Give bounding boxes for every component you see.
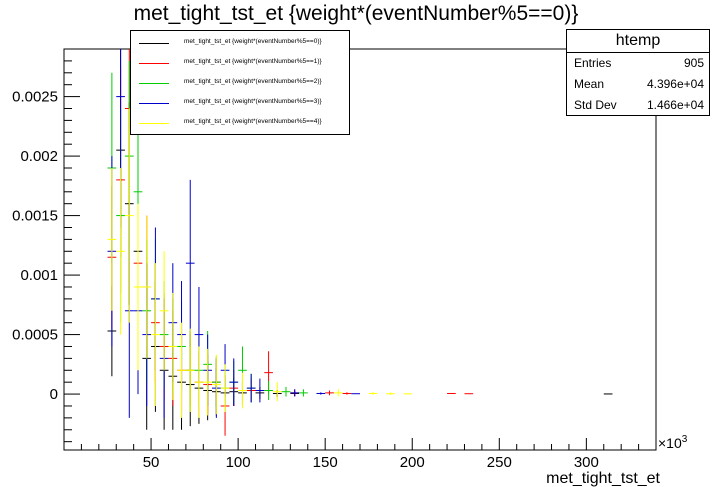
data-point bbox=[325, 390, 334, 396]
x-tick-label: 250 bbox=[487, 454, 512, 471]
y-tick-label: 0.0015 bbox=[12, 208, 58, 225]
x-tick-label: 300 bbox=[574, 454, 599, 471]
data-point bbox=[229, 358, 239, 406]
x-tick-label: 150 bbox=[313, 454, 338, 471]
data-point bbox=[194, 346, 204, 418]
legend-swatch bbox=[139, 123, 169, 124]
stats-row: Entries 905 bbox=[567, 53, 709, 74]
y-tick-label: 0.002 bbox=[20, 148, 58, 165]
data-point bbox=[290, 389, 300, 397]
data-point bbox=[133, 203, 143, 371]
data-point bbox=[333, 389, 343, 397]
stats-value: 905 bbox=[683, 56, 704, 70]
x-exponent-label: ×103 bbox=[658, 434, 688, 451]
data-point bbox=[220, 364, 230, 412]
legend-swatch bbox=[139, 103, 169, 104]
legend-swatch bbox=[139, 83, 169, 84]
data-point bbox=[142, 215, 152, 359]
stats-label: Entries bbox=[574, 56, 612, 70]
data-point bbox=[185, 179, 195, 347]
y-tick-label: 0.0025 bbox=[12, 89, 58, 106]
stats-row: Std Dev 1.466e+04 bbox=[567, 95, 709, 116]
legend-label: met_tight_tst_et {weight*(eventNumber%5=… bbox=[184, 58, 322, 65]
y-tick-label: 0.0005 bbox=[12, 327, 58, 344]
legend-entry: met_tight_tst_et {weight*(eventNumber%5=… bbox=[131, 95, 349, 113]
x-exponent-power: 3 bbox=[682, 434, 688, 445]
stats-row: Mean 4.396e+04 bbox=[567, 74, 709, 95]
legend-entry: met_tight_tst_et {weight*(eventNumber%5=… bbox=[131, 35, 349, 53]
data-point bbox=[185, 328, 195, 412]
data-point bbox=[203, 348, 212, 416]
legend-label: met_tight_tst_et {weight*(eventNumber%5=… bbox=[184, 118, 322, 125]
x-tick-label: 50 bbox=[143, 454, 160, 471]
data-point bbox=[342, 392, 352, 395]
data-point bbox=[238, 372, 247, 409]
legend-label: met_tight_tst_et {weight*(eventNumber%5=… bbox=[184, 78, 322, 85]
data-point bbox=[368, 392, 378, 395]
legend-entry: met_tight_tst_et {weight*(eventNumber%5=… bbox=[131, 55, 349, 73]
legend-label: met_tight_tst_et {weight*(eventNumber%5=… bbox=[184, 38, 322, 45]
data-point bbox=[151, 263, 160, 406]
data-point bbox=[281, 386, 291, 397]
legend-entry: met_tight_tst_et {weight*(eventNumber%5=… bbox=[131, 115, 349, 133]
data-point bbox=[272, 382, 282, 402]
legend-swatch bbox=[139, 43, 169, 44]
data-point bbox=[116, 167, 125, 335]
stats-value: 4.396e+04 bbox=[646, 77, 704, 91]
stats-title: htemp bbox=[567, 30, 709, 53]
y-tick-label: 0 bbox=[50, 386, 58, 403]
stats-label: Std Dev bbox=[574, 98, 617, 112]
data-point bbox=[264, 380, 273, 401]
data-point bbox=[212, 354, 221, 415]
data-point bbox=[386, 392, 395, 395]
data-point bbox=[246, 373, 256, 403]
stats-box: htemp Entries 905 Mean 4.396e+04 Std Dev… bbox=[566, 29, 710, 116]
x-axis-label: met_tight_tst_et bbox=[546, 470, 660, 487]
stats-label: Mean bbox=[574, 77, 605, 91]
data-point bbox=[124, 108, 134, 323]
chart-title: met_tight_tst_et {weight*(eventNumber%5=… bbox=[133, 2, 579, 25]
data-point bbox=[159, 251, 169, 371]
legend-swatch bbox=[139, 63, 169, 64]
data-point bbox=[299, 389, 308, 397]
data-point bbox=[168, 292, 178, 401]
legend-entry: met_tight_tst_et {weight*(eventNumber%5=… bbox=[131, 75, 349, 93]
data-point bbox=[255, 378, 265, 403]
x-tick-label: 100 bbox=[226, 454, 251, 471]
y-tick-label: 0.001 bbox=[20, 267, 58, 284]
data-point bbox=[107, 167, 117, 311]
data-point bbox=[177, 322, 186, 418]
legend-label: met_tight_tst_et {weight*(eventNumber%5=… bbox=[184, 98, 322, 105]
legend: met_tight_tst_et {weight*(eventNumber%5=… bbox=[130, 30, 350, 135]
x-tick-label: 200 bbox=[400, 454, 425, 471]
data-point bbox=[316, 392, 326, 395]
stats-value: 1.466e+04 bbox=[646, 98, 704, 112]
